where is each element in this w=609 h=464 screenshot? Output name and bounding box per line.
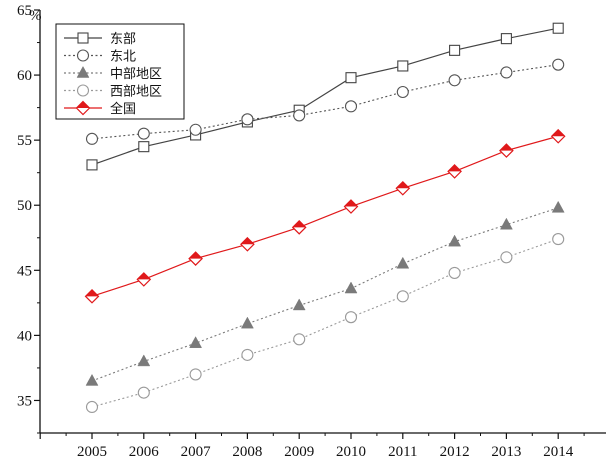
data-point-fill bbox=[85, 289, 99, 297]
series-line bbox=[91, 27, 559, 166]
x-tick-label: 2009 bbox=[284, 444, 314, 460]
data-point bbox=[552, 58, 565, 71]
data-point bbox=[449, 44, 461, 56]
data-point bbox=[189, 336, 203, 348]
data-point-fill bbox=[396, 181, 410, 189]
series-line bbox=[91, 64, 559, 140]
data-point bbox=[85, 373, 99, 386]
series-3 bbox=[85, 200, 565, 386]
legend-marker bbox=[76, 84, 90, 97]
y-tick-label: 55 bbox=[17, 133, 32, 149]
legend-label: 东部 bbox=[110, 32, 136, 47]
y-tick-label: 35 bbox=[17, 393, 32, 409]
data-point bbox=[552, 233, 565, 246]
data-point bbox=[499, 217, 513, 230]
data-point bbox=[500, 251, 513, 264]
data-point bbox=[137, 354, 151, 367]
y-tick-label: 65 bbox=[17, 3, 32, 19]
legend-marker-fill bbox=[76, 101, 90, 108]
legend-box bbox=[55, 23, 185, 120]
series-4 bbox=[85, 233, 565, 414]
data-point bbox=[344, 311, 358, 324]
legend-label: 西部地区 bbox=[110, 85, 162, 100]
legend-label: 中部地区 bbox=[110, 67, 162, 82]
data-point bbox=[241, 348, 254, 361]
data-point bbox=[86, 159, 98, 171]
series-layer bbox=[84, 22, 566, 414]
data-point bbox=[240, 316, 254, 329]
legend-label: 东北 bbox=[110, 50, 136, 65]
data-point bbox=[344, 100, 358, 113]
chart-axes: % 35 40 45 50 55 60 65 2005 2006 2007 2008 2009 2010 2… bbox=[17, 3, 606, 460]
x-tick-label: 2012 bbox=[440, 444, 470, 460]
series-line bbox=[91, 207, 559, 382]
data-point bbox=[293, 109, 306, 122]
data-point-fill bbox=[189, 252, 203, 259]
data-point bbox=[396, 290, 409, 303]
series-2 bbox=[85, 58, 565, 145]
data-point-fill bbox=[137, 272, 151, 280]
data-point bbox=[500, 33, 512, 45]
x-tick-label: 2011 bbox=[388, 444, 417, 460]
x-tick-label: 2007 bbox=[181, 444, 212, 460]
data-point bbox=[448, 266, 461, 279]
data-point bbox=[552, 22, 564, 34]
data-point bbox=[397, 60, 409, 72]
series-line bbox=[91, 238, 559, 408]
data-point-fill bbox=[499, 144, 513, 151]
data-point bbox=[551, 200, 565, 213]
data-point bbox=[448, 234, 462, 247]
data-point-fill bbox=[292, 220, 306, 228]
x-tick-label: 2005 bbox=[77, 444, 107, 460]
data-point bbox=[345, 72, 357, 84]
data-point bbox=[396, 85, 409, 99]
data-point bbox=[85, 132, 99, 145]
data-point bbox=[137, 127, 150, 140]
data-point bbox=[85, 400, 99, 414]
series-5 bbox=[84, 128, 566, 304]
y-tick-label: 50 bbox=[17, 198, 32, 214]
data-point-fill bbox=[344, 200, 358, 207]
data-point bbox=[293, 333, 306, 346]
x-tick-label: 2014 bbox=[543, 444, 574, 460]
y-tick-label: 60 bbox=[17, 68, 32, 84]
legend-label: 全国 bbox=[110, 101, 136, 117]
data-point bbox=[344, 281, 358, 294]
y-tick-label: 45 bbox=[17, 263, 32, 279]
data-point bbox=[189, 368, 202, 381]
data-point bbox=[292, 298, 306, 311]
data-point bbox=[189, 123, 202, 136]
data-point-fill bbox=[240, 237, 254, 245]
series-line bbox=[91, 135, 559, 297]
y-tick-label: 40 bbox=[17, 328, 32, 344]
data-point bbox=[500, 66, 513, 79]
x-tick-label: 2013 bbox=[491, 444, 521, 460]
x-tick-label: 2010 bbox=[336, 444, 366, 460]
data-point-fill bbox=[448, 164, 462, 172]
data-point bbox=[396, 256, 410, 269]
data-point bbox=[448, 74, 461, 87]
data-point-fill bbox=[551, 129, 565, 137]
x-tick-label: 2008 bbox=[232, 444, 262, 460]
legend-marker bbox=[76, 65, 90, 78]
data-point bbox=[241, 113, 254, 126]
x-tick-label: 2006 bbox=[129, 444, 160, 460]
y-axis-unit: % bbox=[29, 8, 42, 24]
legend-marker bbox=[77, 32, 89, 44]
data-point bbox=[138, 141, 150, 153]
legend-marker bbox=[76, 49, 90, 62]
data-point bbox=[137, 386, 150, 399]
